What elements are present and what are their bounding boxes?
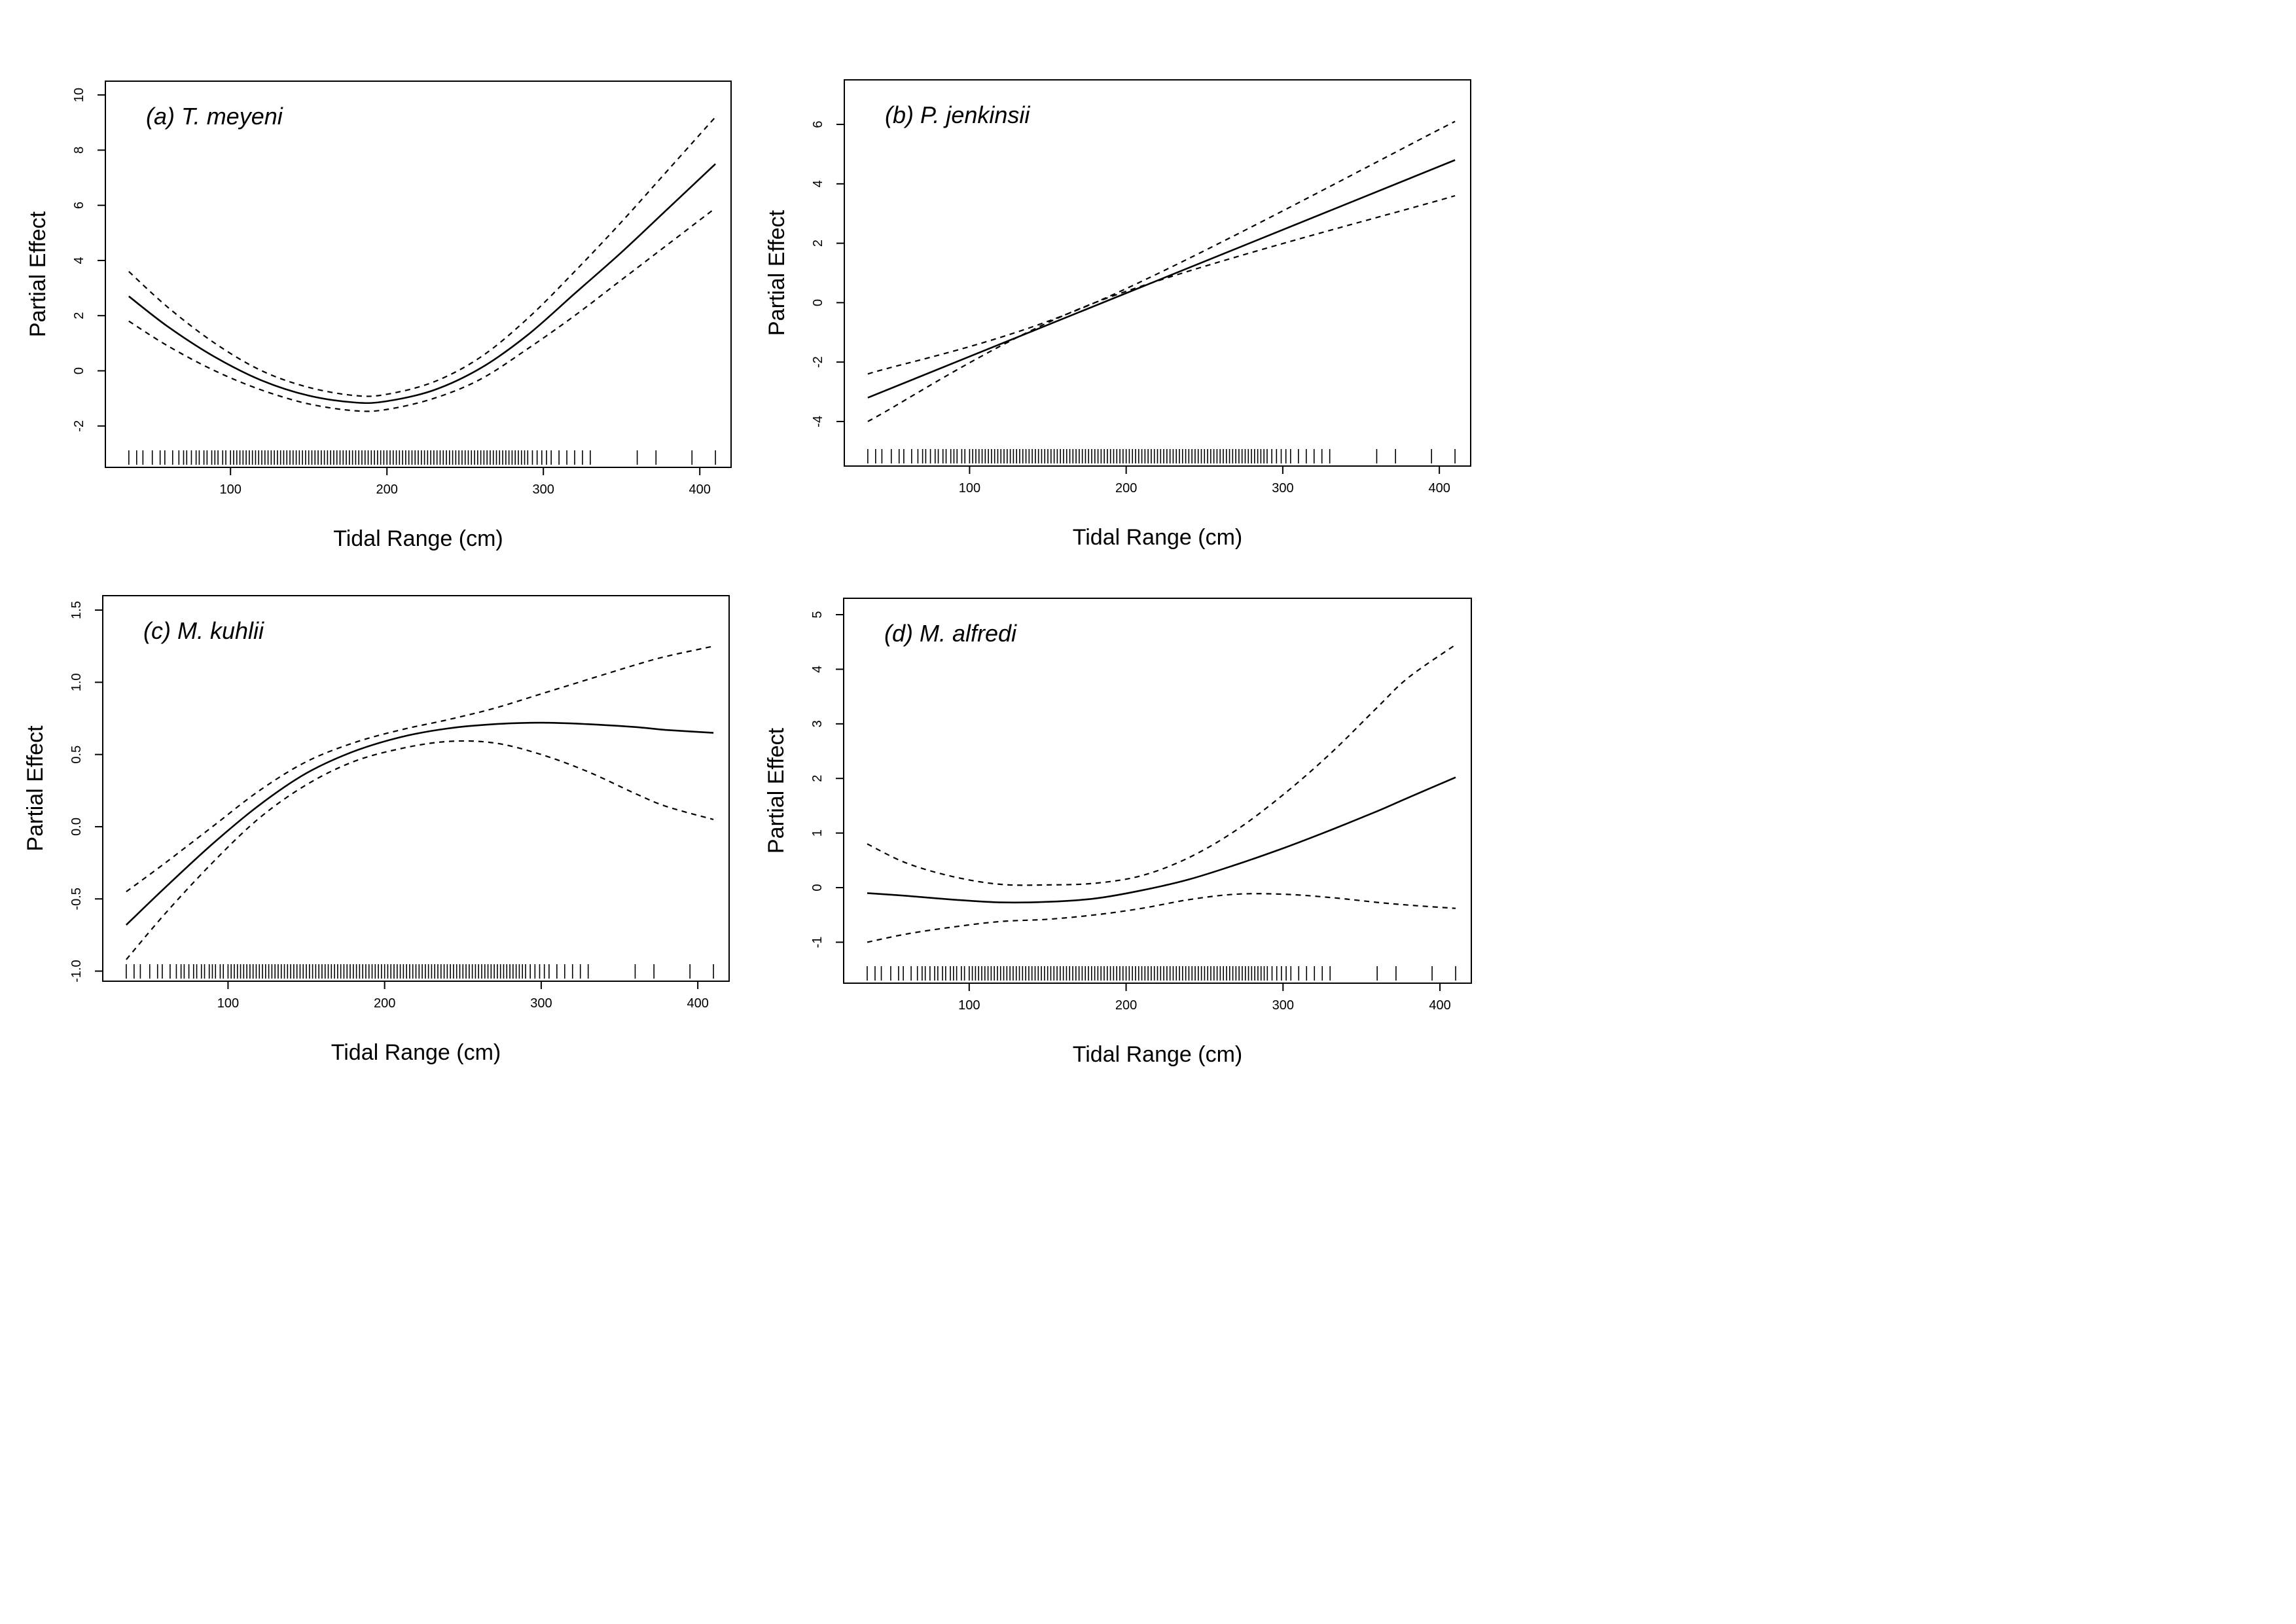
y-tick-label: 4 (72, 257, 86, 264)
y-tick-label: 5 (810, 611, 825, 618)
y-tick-label: 0 (810, 884, 825, 891)
y-axis-label: Partial Effect (23, 725, 48, 852)
confidence-band-upper (126, 645, 714, 893)
plot-frame (844, 79, 1471, 467)
panel-d: 100 200 300 400 -1 0 1 2 3 4 5 Tidal Range (cm) Part… (764, 598, 1472, 1067)
panel-title: (d) M. alfredi (884, 620, 1017, 647)
x-axis-label: Tidal Range (cm) (1073, 1042, 1242, 1067)
confidence-band-upper (867, 120, 1456, 375)
x-tick-label: 100 (958, 998, 980, 1013)
plot-frame (102, 595, 730, 982)
y-tick-label: 0.5 (69, 746, 84, 764)
y-tick-label: 0 (811, 299, 825, 306)
y-tick-label: 0 (72, 367, 86, 374)
plot-frame (843, 598, 1472, 984)
y-axis-label: Partial Effect (764, 209, 789, 336)
y-tick-label: 1 (810, 829, 825, 837)
plot-frame (105, 81, 732, 468)
fit-line (128, 163, 716, 405)
panel-c: 100 200 300 400 -1.0 -0.5 0.0 0.5 1.0 1.5 Tidal Ra… (23, 595, 730, 1065)
y-tick-label: -4 (811, 416, 825, 427)
x-tick-label: 400 (1429, 998, 1450, 1013)
x-tick-label: 400 (687, 996, 708, 1011)
x-axis-label: Tidal Range (cm) (1073, 525, 1242, 550)
y-tick-label: 2 (811, 240, 825, 247)
x-tick-label: 300 (1272, 998, 1294, 1013)
confidence-band-upper (867, 643, 1456, 886)
y-tick-label: 4 (811, 180, 825, 187)
y-tick-label: 6 (811, 121, 825, 128)
panel-title: (a) T. meyeni (146, 103, 283, 130)
x-tick-label: 300 (1272, 481, 1293, 496)
confidence-band-lower (126, 740, 714, 960)
confidence-band-lower (128, 208, 716, 412)
x-tick-label: 200 (376, 482, 398, 497)
y-tick-label: -2 (811, 356, 825, 368)
y-tick-label: 8 (72, 147, 86, 154)
panel-a: 100 200 300 400 -2 0 2 4 6 8 10 Tidal Range (cm) Par… (26, 81, 732, 551)
panel-title: (c) M. kuhlii (143, 617, 264, 644)
x-tick-label: 400 (689, 482, 711, 497)
fit-line (867, 776, 1456, 904)
fit-line (867, 159, 1456, 399)
x-tick-label: 400 (1428, 481, 1450, 496)
y-tick-label: 6 (72, 202, 86, 209)
y-tick-label: -1 (810, 937, 825, 948)
x-tick-label: 100 (959, 481, 980, 496)
y-axis-label: Partial Effect (26, 211, 50, 337)
y-tick-label: 0.0 (69, 818, 84, 836)
x-tick-label: 200 (1115, 481, 1137, 496)
confidence-band-upper (128, 117, 716, 397)
x-tick-label: 200 (374, 996, 395, 1011)
x-tick-label: 100 (220, 482, 242, 497)
y-tick-label: -0.5 (69, 888, 84, 910)
y-tick-label: 2 (72, 312, 86, 319)
x-axis-label: Tidal Range (cm) (333, 526, 503, 551)
confidence-band-lower (867, 893, 1456, 943)
x-tick-label: 300 (533, 482, 554, 497)
y-tick-label: 1.0 (69, 673, 84, 691)
y-tick-label: -2 (72, 420, 86, 432)
y-tick-label: 3 (810, 720, 825, 727)
confidence-band-lower (867, 194, 1456, 422)
x-tick-label: 300 (530, 996, 552, 1011)
panel-title: (b) P. jenkinsii (885, 101, 1030, 128)
x-axis-label: Tidal Range (cm) (331, 1040, 501, 1065)
x-tick-label: 200 (1115, 998, 1137, 1013)
y-tick-label: 2 (810, 775, 825, 782)
x-tick-label: 100 (217, 996, 239, 1011)
y-tick-label: 10 (72, 88, 86, 102)
y-axis-label: Partial Effect (764, 727, 789, 854)
y-tick-label: -1.0 (69, 960, 84, 982)
y-tick-label: 4 (810, 666, 825, 673)
fit-line (125, 721, 714, 926)
panel-b: 100 200 300 400 -4 -2 0 2 4 6 Tidal Range (cm) Part… (764, 79, 1471, 550)
y-tick-label: 1.5 (69, 601, 84, 619)
